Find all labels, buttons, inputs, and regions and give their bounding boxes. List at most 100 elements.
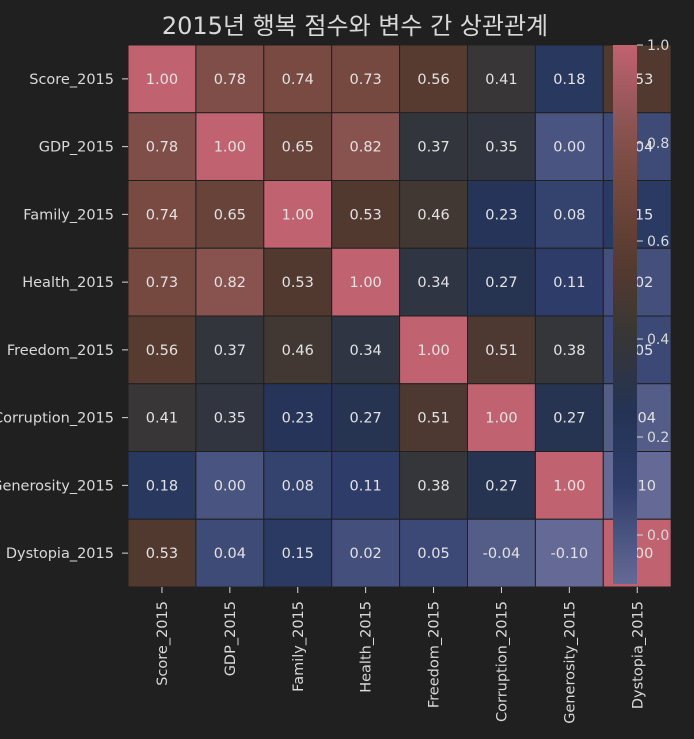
- heatmap-cell: [534, 383, 604, 452]
- row-label: Corruption_2015: [0, 411, 114, 427]
- heatmap-cell: [263, 247, 333, 317]
- cell-value-label: 0.23: [485, 207, 517, 223]
- cell-value-label: 0.34: [350, 343, 382, 359]
- column-label: Family_2015: [291, 601, 307, 692]
- heatmap-cell: [467, 44, 536, 114]
- cell-value-label: 0.51: [417, 411, 449, 427]
- heatmap-cell: [195, 518, 265, 588]
- cell-value-label: 1.00: [553, 478, 585, 494]
- row-label: Generosity_2015: [0, 478, 114, 494]
- cell-value-label: 0.38: [553, 343, 585, 359]
- heatmap-cell: [331, 383, 401, 452]
- cell-value-label: 0.73: [146, 275, 178, 291]
- cell-value-label: -0.10: [551, 546, 589, 562]
- colorbar: 0.0 0.2 0.4 0.6 0.8 1.0: [613, 38, 669, 584]
- heatmap-cell: [127, 518, 197, 588]
- heatmap-cell: [331, 518, 401, 588]
- cell-value-label: 0.73: [350, 72, 382, 88]
- column-label: Dystopia_2015: [630, 601, 646, 709]
- heatmap-cell: [534, 112, 604, 181]
- chart-title: 2015년 행복 점수와 변수 간 상관관계: [162, 12, 548, 40]
- cell-value-label: 0.00: [214, 478, 246, 494]
- row-label: Freedom_2015: [7, 343, 114, 359]
- column-label: Corruption_2015: [494, 601, 510, 722]
- cell-value-label: 0.11: [553, 275, 585, 291]
- cell-value-label: 0.05: [417, 546, 449, 562]
- cell-value-label: 0.27: [553, 411, 585, 427]
- heatmap-cell: [331, 44, 401, 114]
- cell-value-label: 1.00: [350, 275, 382, 291]
- heatmap-cell: [263, 180, 333, 249]
- column-label: Score_2015: [155, 601, 171, 686]
- column-label: Freedom_2015: [427, 601, 443, 708]
- heatmap-cell: [467, 518, 536, 588]
- heatmap-cell: [331, 180, 401, 249]
- colorbar-tick-label: 0.6: [647, 234, 669, 250]
- cell-value-label: 0.27: [350, 411, 382, 427]
- heatmap-cell: [399, 247, 469, 317]
- row-label: Family_2015: [23, 207, 114, 223]
- cell-value-label: 0.53: [282, 275, 314, 291]
- cell-value-label: 0.27: [485, 275, 517, 291]
- cell-value-label: 0.78: [146, 140, 178, 156]
- heatmap-cell: [195, 44, 265, 114]
- cell-value-label: 0.53: [350, 207, 382, 223]
- heatmap-cell: [263, 383, 333, 452]
- colorbar-tick-label: 0.4: [647, 332, 669, 348]
- row-labels: Score_2015 GDP_2015 Family_2015 Health_2015…: [0, 72, 128, 562]
- cell-value-label: 0.56: [417, 72, 449, 88]
- cell-value-label: 0.04: [214, 546, 246, 562]
- colorbar-tick-label: 0.8: [647, 136, 669, 152]
- column-label: Generosity_2015: [562, 601, 578, 724]
- heatmap-cell: [467, 180, 536, 249]
- cell-value-label: 1.00: [146, 72, 178, 88]
- cell-value-label: 0.08: [553, 207, 585, 223]
- cell-value-label: 0.74: [146, 207, 178, 223]
- cell-value-label: 0.46: [417, 207, 449, 223]
- heatmap-cell: [534, 451, 604, 520]
- row-label: Health_2015: [22, 275, 114, 291]
- cell-value-label: 1.00: [282, 207, 314, 223]
- heatmap-cell: [467, 383, 536, 452]
- column-label: GDP_2015: [223, 601, 239, 676]
- heatmap-cell: [331, 112, 401, 181]
- cell-value-label: 0.37: [417, 140, 449, 156]
- heatmap-cell: [263, 451, 333, 520]
- colorbar-tick-label: 1.0: [647, 38, 669, 54]
- cell-value-label: 0.41: [485, 72, 517, 88]
- cell-value-label: 0.53: [146, 546, 178, 562]
- heatmap-cell: [467, 451, 536, 520]
- cell-value-label: 0.65: [214, 207, 246, 223]
- cell-value-label: 0.41: [146, 411, 178, 427]
- colorbar-tick-label: 0.2: [647, 430, 669, 446]
- cell-value-label: 1.00: [485, 411, 517, 427]
- heatmap-cell: [127, 112, 197, 181]
- cell-value-label: 0.35: [214, 411, 246, 427]
- heatmap-cell: [331, 247, 401, 317]
- row-label: Dystopia_2015: [6, 546, 114, 562]
- heatmap-cell: [127, 44, 197, 114]
- cell-value-label: 0.11: [350, 478, 382, 494]
- cell-value-label: 0.00: [553, 140, 585, 156]
- cell-value-label: 0.35: [485, 140, 517, 156]
- heatmap-cell: [467, 112, 536, 181]
- cell-value-label: 0.46: [282, 343, 314, 359]
- cell-value-label: 0.78: [214, 72, 246, 88]
- cell-value-label: -0.04: [483, 546, 521, 562]
- cell-value-label: 0.18: [146, 478, 178, 494]
- cell-value-label: 0.51: [485, 343, 517, 359]
- cell-value-label: 0.08: [282, 478, 314, 494]
- heatmap-cell: [263, 112, 333, 181]
- cell-value-label: 0.74: [282, 72, 314, 88]
- cell-value-label: 0.82: [214, 275, 246, 291]
- heatmap-cell: [467, 247, 536, 317]
- cell-value-label: 0.34: [417, 275, 449, 291]
- heatmap-cell: [399, 315, 469, 385]
- cell-value-label: 1.00: [417, 343, 449, 359]
- heatmap-cell: [399, 518, 469, 588]
- row-label: Score_2015: [29, 72, 114, 88]
- colorbar-gradient: [613, 45, 637, 584]
- cell-value-label: 0.15: [282, 546, 314, 562]
- cell-value-label: 0.18: [553, 72, 585, 88]
